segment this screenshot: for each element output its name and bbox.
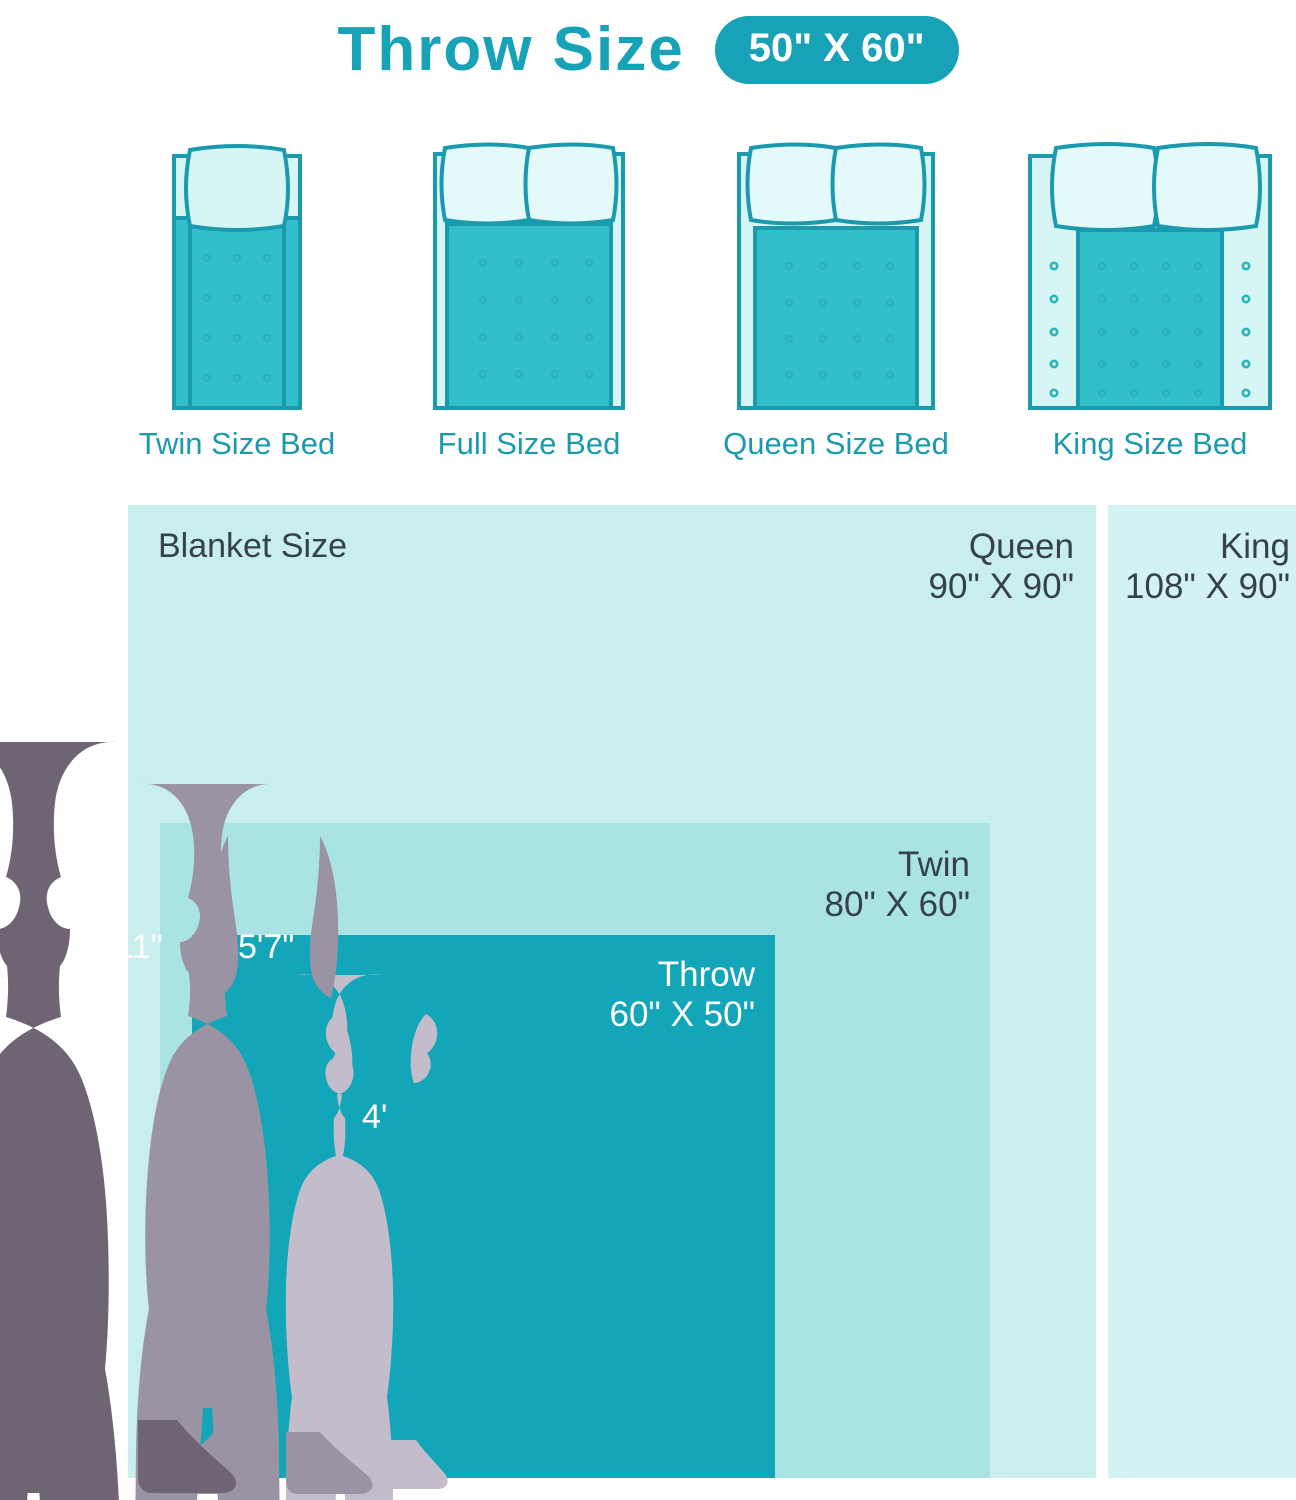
bed-label-twin: Twin Size Bed	[138, 426, 336, 461]
twin-bed-icon	[118, 120, 356, 410]
bed-card-twin: Twin Size Bed	[118, 120, 356, 470]
bed-label-queen: Queen Size Bed	[723, 426, 949, 461]
bed-card-king: King Size Bed	[1014, 120, 1286, 470]
bed-card-queen: Queen Size Bed	[700, 120, 972, 470]
panel-dim-throw: 60" X 50"	[609, 994, 755, 1034]
blanket-size-heading: Blanket Size	[158, 527, 347, 565]
king-bed-icon	[1014, 120, 1286, 410]
panel-dim-queen: 90" X 90"	[928, 566, 1074, 606]
panel-king	[1108, 505, 1296, 1478]
panel-label-twin: Twin 80" X 60"	[800, 845, 970, 925]
size-badge: 50" X 60"	[714, 16, 959, 84]
bed-card-full: Full Size Bed	[410, 120, 648, 470]
page-title: Throw Size	[337, 15, 685, 84]
bed-icons-row: Twin Size Bed	[0, 120, 1296, 470]
panel-name-throw: Throw	[657, 955, 755, 994]
header: Throw Size 50" X 60"	[0, 0, 1296, 100]
bed-label-king: King Size Bed	[1052, 426, 1248, 461]
panel-name-queen: Queen	[968, 527, 1074, 566]
panel-dim-king: 108" X 90"	[1125, 566, 1290, 606]
panel-name-twin: Twin	[898, 845, 970, 884]
panel-label-throw: Throw 60" X 50"	[585, 955, 755, 1035]
panel-name-king: King	[1219, 527, 1290, 566]
panel-label-queen: Queen 90" X 90"	[902, 527, 1074, 607]
bed-label-full: Full Size Bed	[437, 426, 621, 461]
panel-dim-twin: 80" X 60"	[824, 884, 970, 924]
panel-label-king: King 108" X 90"	[1114, 527, 1290, 607]
full-bed-icon	[410, 120, 648, 410]
queen-bed-icon	[700, 120, 972, 410]
